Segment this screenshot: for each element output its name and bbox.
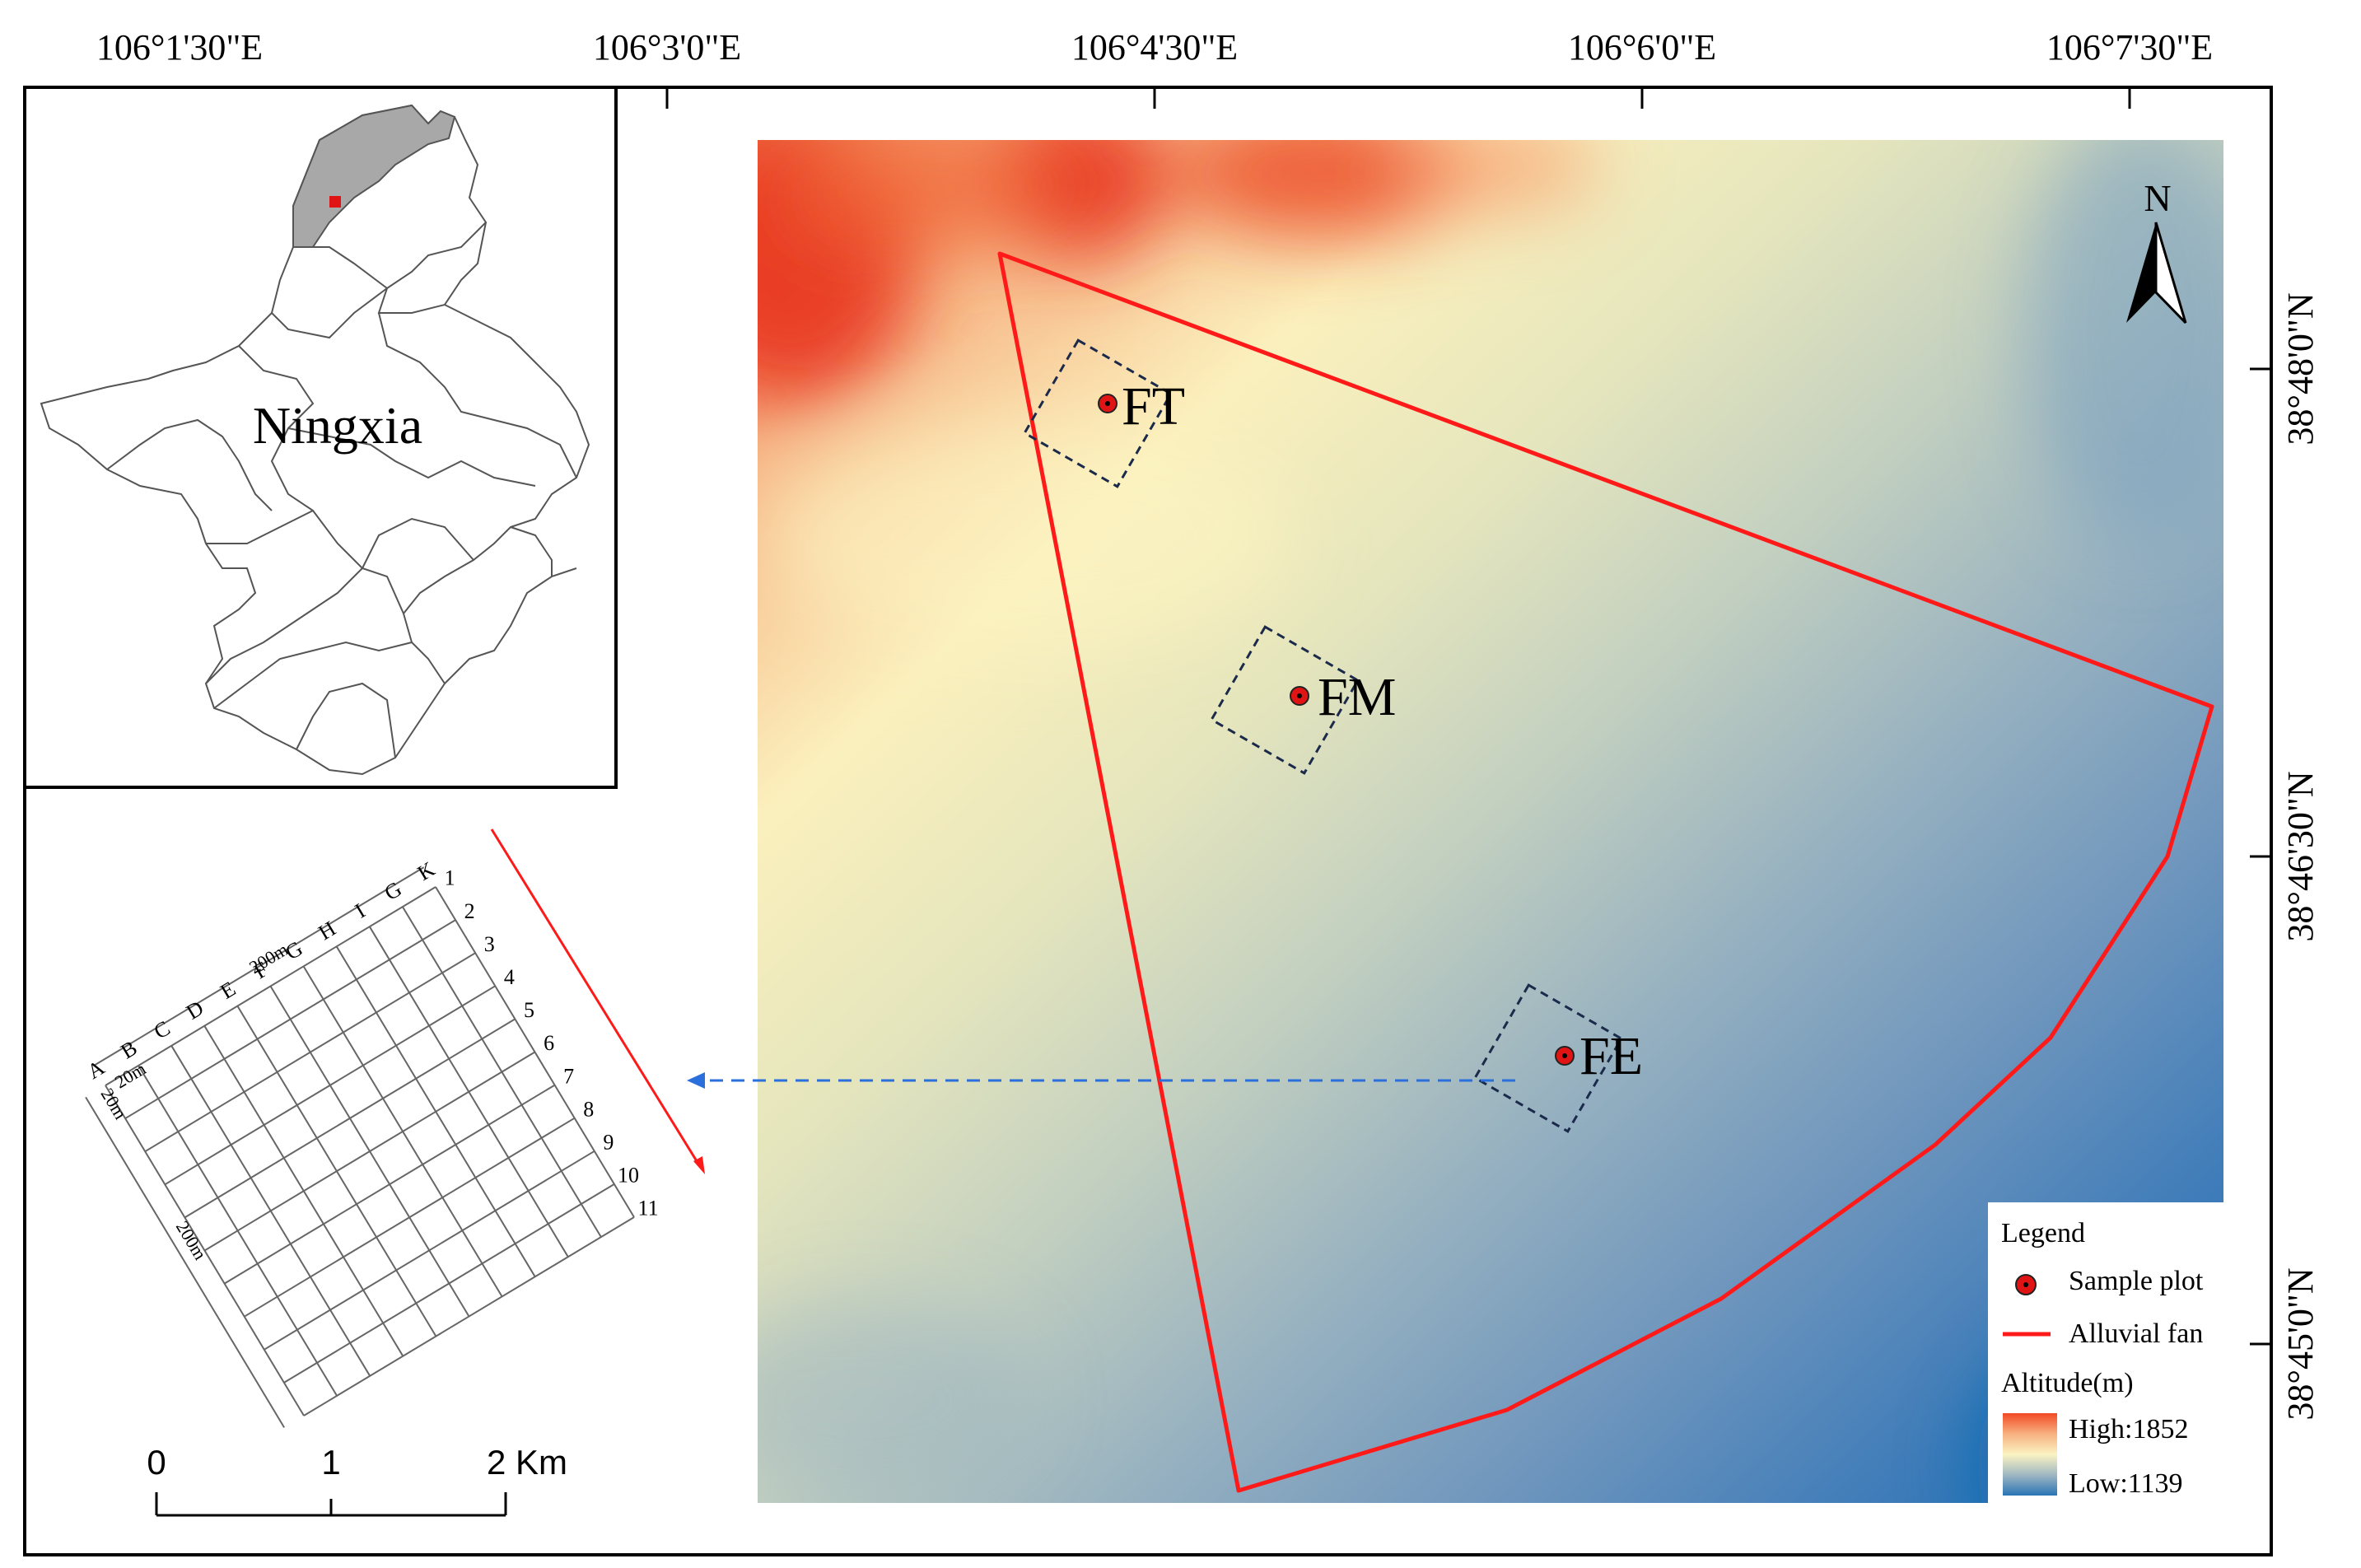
sample-plot-ft: FT (1023, 338, 1185, 488)
north-arrow-label: N (2144, 177, 2171, 219)
grid-line (283, 1183, 615, 1384)
grid-cell-label-v: 20m (97, 1085, 132, 1122)
grid-row-label: 5 (524, 998, 534, 1022)
grid-line (368, 926, 569, 1258)
legend-altitude-title: Altitude(m) (2001, 1368, 2134, 1398)
legend-title: Legend (2001, 1218, 2085, 1248)
grid-row-label: 1 (445, 866, 455, 890)
latitude-ticks (2250, 367, 2271, 1346)
sample-plot-fe: FE (1473, 983, 1643, 1133)
grid-row-label: 3 (484, 932, 495, 956)
lon-label-3: 106°4'30"E (1071, 27, 1238, 68)
lon-label-5: 106°7'30"E (2046, 27, 2213, 68)
scale-tick-1: 1 (321, 1443, 340, 1482)
legend-low: Low:1139 (2069, 1468, 2183, 1499)
grid-row-label: 7 (563, 1064, 574, 1088)
inset-map: Ningxia (23, 86, 618, 789)
grid-row-label: 11 (638, 1197, 659, 1220)
grid-red-line (490, 828, 702, 1169)
alluvial-fan-boundary (997, 251, 2214, 1493)
lon-label-4: 106°6'0"E (1568, 27, 1716, 68)
inset-label: Ningxia (253, 396, 422, 455)
grid-row-label: 10 (618, 1164, 639, 1188)
legend: Legend Sample plot Alluvial fan Altitude… (1988, 1202, 2223, 1507)
lon-label-1: 106°1'30"E (96, 27, 263, 68)
grid-line (244, 1117, 576, 1318)
grid-dimension-line (93, 866, 425, 1066)
grid-dimension-line (85, 1096, 285, 1428)
ningxia-outline (40, 104, 590, 776)
legend-high: High:1852 (2069, 1414, 2188, 1444)
grid-column-label: K (413, 856, 439, 885)
grid-line (335, 945, 536, 1277)
grid-line (402, 906, 602, 1238)
north-arrow: N (2126, 177, 2187, 324)
grid-line (224, 1084, 556, 1285)
lat-label-1: 38°48'0"N (2280, 292, 2321, 445)
grid-height-label: 200m (172, 1217, 211, 1263)
plot-detail-arrow (687, 1072, 1515, 1089)
grid-row-label: 4 (504, 965, 515, 989)
lat-label-3: 38°45'0"N (2280, 1267, 2321, 1420)
legend-alluvial-fan: Alluvial fan (2069, 1318, 2203, 1349)
grid-line (264, 1150, 595, 1351)
study-county-shade (292, 104, 456, 248)
plot-label-ft: FT (1122, 376, 1185, 436)
plot-label-fm: FM (1318, 667, 1396, 727)
grid-row-label: 6 (544, 1031, 554, 1055)
legend-sample-plot: Sample plot (2069, 1266, 2204, 1296)
lat-label-2: 38°46'30"N (2280, 771, 2321, 941)
grid-line (435, 886, 635, 1218)
map-frame (23, 86, 2273, 1556)
grid-row-label: 9 (603, 1131, 614, 1155)
grid-line (303, 1216, 635, 1416)
grid-line (302, 965, 503, 1297)
sample-plot-fm: FM (1210, 625, 1396, 775)
scale-bar: 0 1 2 Km (147, 1443, 567, 1517)
grid-row-label: 8 (583, 1097, 594, 1121)
grid-row-label: 2 (464, 899, 475, 923)
plot-label-fe: FE (1579, 1026, 1643, 1086)
lon-label-2: 106°3'0"E (593, 27, 741, 68)
grid-line (203, 1051, 536, 1252)
study-area-marker (329, 196, 341, 208)
scale-tick-0: 0 (147, 1443, 166, 1482)
scale-tick-2: 2 Km (487, 1443, 567, 1482)
